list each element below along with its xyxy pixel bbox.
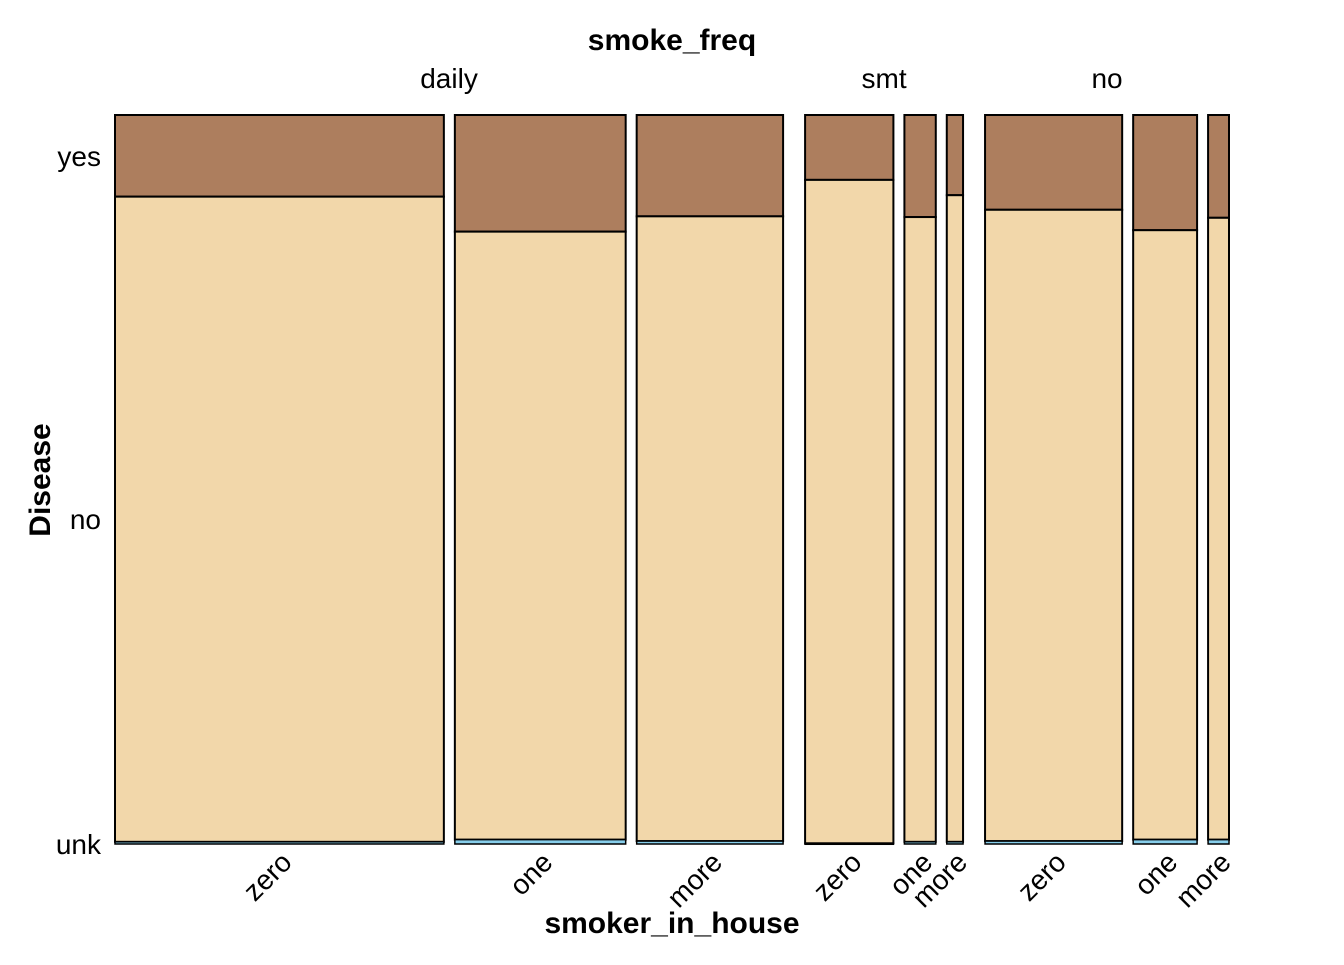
cell-no-one-yes <box>1132 114 1199 232</box>
cell-daily-one-unk <box>454 838 627 845</box>
x-axis-title: smoker_in_house <box>544 907 799 940</box>
cell-daily-zero-no <box>114 195 445 843</box>
cell-daily-zero-unk <box>114 841 445 845</box>
y-tick-label-no: no <box>70 504 101 535</box>
cell-smt-one-yes <box>903 114 937 219</box>
cell-daily-one-no <box>453 230 627 841</box>
cell-no-one-unk <box>1132 838 1198 845</box>
cell-no-zero-no <box>984 208 1124 843</box>
group-label-smt: smt <box>862 63 907 94</box>
top-axis-title: smoke_freq <box>588 24 756 57</box>
cell-daily-more-no <box>635 215 785 843</box>
cell-daily-one-yes <box>453 114 627 233</box>
cell-smt-more-unk <box>946 841 964 845</box>
x-tick-label-daily-more: more <box>661 846 728 913</box>
group-label-no: no <box>1091 63 1122 94</box>
cell-smt-more-yes <box>945 114 965 197</box>
cell-daily-zero-yes <box>114 114 445 198</box>
x-tick-label-no-zero: zero <box>1011 846 1071 906</box>
cell-daily-more-unk <box>635 840 784 845</box>
y-tick-label-yes: yes <box>57 141 101 172</box>
cell-no-zero-yes <box>984 114 1124 211</box>
x-tick-label-daily-zero: zero <box>237 846 297 906</box>
y-axis-title: Disease <box>24 423 57 536</box>
cell-daily-more-yes <box>635 114 785 218</box>
cell-no-more-yes <box>1207 114 1231 219</box>
cell-no-more-unk <box>1207 838 1230 845</box>
group-label-daily: daily <box>420 63 478 94</box>
y-tick-label-unk: unk <box>56 829 102 860</box>
cell-smt-one-no <box>903 216 937 843</box>
x-tick-label-no-more: more <box>1170 846 1237 913</box>
cell-no-one-no <box>1132 229 1199 841</box>
x-tick-label-smt-zero: zero <box>807 846 867 906</box>
x-tick-label-daily-one: one <box>504 846 559 901</box>
cell-no-more-no <box>1207 216 1231 841</box>
cell-smt-zero-unk <box>804 842 895 846</box>
cell-smt-more-no <box>945 194 965 843</box>
cells-layer <box>114 114 1231 846</box>
cell-smt-zero-no <box>804 178 895 845</box>
cell-smt-zero-yes <box>804 114 895 181</box>
cell-no-zero-unk <box>984 840 1123 845</box>
cell-smt-one-unk <box>903 841 937 845</box>
